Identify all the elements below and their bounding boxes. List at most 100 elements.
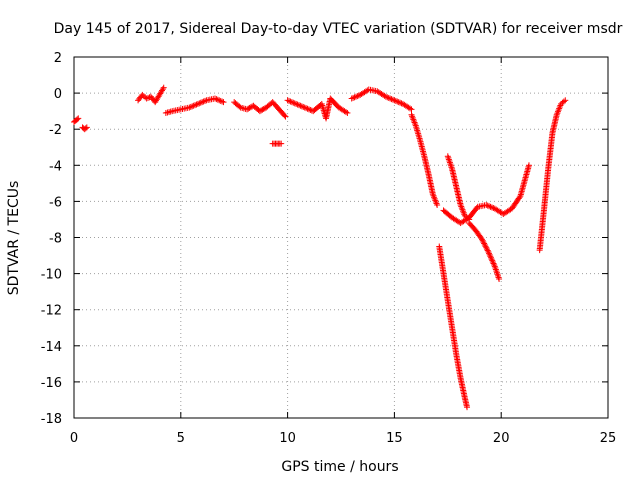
data-point bbox=[344, 109, 351, 116]
data-point bbox=[485, 248, 492, 255]
data-point bbox=[304, 105, 311, 112]
data-point bbox=[287, 98, 294, 105]
data-point bbox=[211, 95, 218, 102]
data-point bbox=[348, 95, 355, 102]
data-point bbox=[199, 99, 206, 106]
y-tick-label: -18 bbox=[41, 412, 62, 427]
data-point bbox=[389, 96, 396, 103]
data-point bbox=[282, 113, 289, 120]
data-point bbox=[214, 96, 221, 103]
data-point bbox=[489, 257, 496, 264]
data-point bbox=[562, 97, 569, 104]
data-point bbox=[488, 256, 495, 263]
gridlines bbox=[74, 57, 608, 418]
y-tick-label: -10 bbox=[41, 268, 62, 283]
data-point bbox=[294, 101, 301, 108]
data-point bbox=[478, 236, 485, 243]
data-point bbox=[219, 98, 226, 105]
data-point bbox=[486, 251, 493, 258]
data-point bbox=[189, 103, 196, 110]
data-point bbox=[244, 106, 251, 113]
data-point bbox=[487, 253, 494, 260]
data-point bbox=[486, 250, 493, 257]
data-point bbox=[488, 204, 495, 211]
plot-frame bbox=[73, 56, 609, 419]
data-point bbox=[481, 240, 488, 247]
y-tick-label: -4 bbox=[49, 159, 62, 174]
data-point bbox=[516, 194, 523, 201]
data-point bbox=[259, 106, 266, 113]
data-point bbox=[194, 100, 201, 107]
data-point bbox=[260, 105, 267, 112]
data-point bbox=[434, 202, 441, 209]
data-point bbox=[489, 259, 496, 266]
x-tick-label: 20 bbox=[493, 431, 510, 446]
x-tick-labels: 0 5 10 15 20 25 bbox=[70, 431, 616, 446]
chart-title: Day 145 of 2017, Sidereal Day-to-day VTE… bbox=[54, 21, 623, 37]
y-tick-label: -16 bbox=[41, 376, 62, 391]
data-point bbox=[385, 94, 392, 101]
data-point bbox=[481, 241, 488, 248]
data-point bbox=[490, 260, 497, 267]
data-point bbox=[290, 99, 297, 106]
data-point bbox=[487, 203, 494, 210]
data-point bbox=[397, 99, 404, 106]
data-point bbox=[394, 98, 401, 105]
data-point bbox=[351, 94, 358, 101]
y-tick-label: -14 bbox=[41, 340, 62, 355]
data-point bbox=[298, 103, 305, 110]
data-point bbox=[301, 104, 308, 111]
data-point bbox=[407, 105, 414, 112]
data-point bbox=[496, 276, 503, 283]
data-point bbox=[83, 124, 90, 131]
y-tick-label: 0 bbox=[54, 87, 62, 102]
data-point bbox=[193, 101, 200, 108]
data-point bbox=[408, 106, 415, 113]
data-point bbox=[491, 261, 498, 268]
data-point bbox=[187, 103, 194, 110]
data-point bbox=[479, 237, 486, 244]
data-point bbox=[395, 99, 402, 106]
data-point bbox=[352, 93, 359, 100]
x-tick-label: 25 bbox=[600, 431, 617, 446]
data-point bbox=[300, 103, 307, 110]
data-point bbox=[391, 97, 398, 104]
data-point bbox=[256, 108, 263, 115]
x-tick-label: 15 bbox=[386, 431, 403, 446]
y-tick-label: 2 bbox=[54, 51, 62, 66]
data-point bbox=[342, 109, 349, 116]
data-point bbox=[200, 98, 207, 105]
x-axis-label: GPS time / hours bbox=[281, 459, 398, 475]
data-point bbox=[190, 102, 197, 109]
data-point bbox=[486, 203, 493, 210]
data-point bbox=[196, 100, 203, 107]
data-point bbox=[350, 94, 357, 101]
data-point bbox=[82, 125, 89, 132]
data-point bbox=[278, 140, 285, 147]
data-point bbox=[75, 115, 82, 122]
data-point bbox=[482, 243, 489, 250]
x-tick-label: 10 bbox=[279, 431, 296, 446]
data-point bbox=[525, 162, 532, 169]
data-point bbox=[281, 112, 288, 119]
data-point bbox=[354, 93, 361, 100]
data-point bbox=[197, 99, 204, 106]
data-point bbox=[305, 106, 312, 113]
data-point bbox=[220, 99, 227, 106]
data-point bbox=[192, 102, 199, 109]
data-point bbox=[483, 202, 490, 209]
data-point bbox=[213, 96, 220, 103]
data-point bbox=[293, 100, 300, 107]
data-point bbox=[487, 254, 494, 261]
data-point bbox=[288, 99, 295, 106]
data-point bbox=[159, 86, 166, 93]
y-tick-labels: 2 0 -2 -4 -6 -8 -10 -12 -14 -16 -18 bbox=[41, 51, 62, 427]
data-point bbox=[246, 104, 253, 111]
y-axis-label: SDTVAR / TECUs bbox=[6, 181, 22, 296]
x-tick-label: 0 bbox=[70, 431, 78, 446]
data-point bbox=[480, 239, 487, 246]
data-point bbox=[484, 202, 491, 209]
data-point bbox=[186, 104, 193, 111]
data-point bbox=[286, 97, 293, 104]
data-point bbox=[245, 105, 252, 112]
